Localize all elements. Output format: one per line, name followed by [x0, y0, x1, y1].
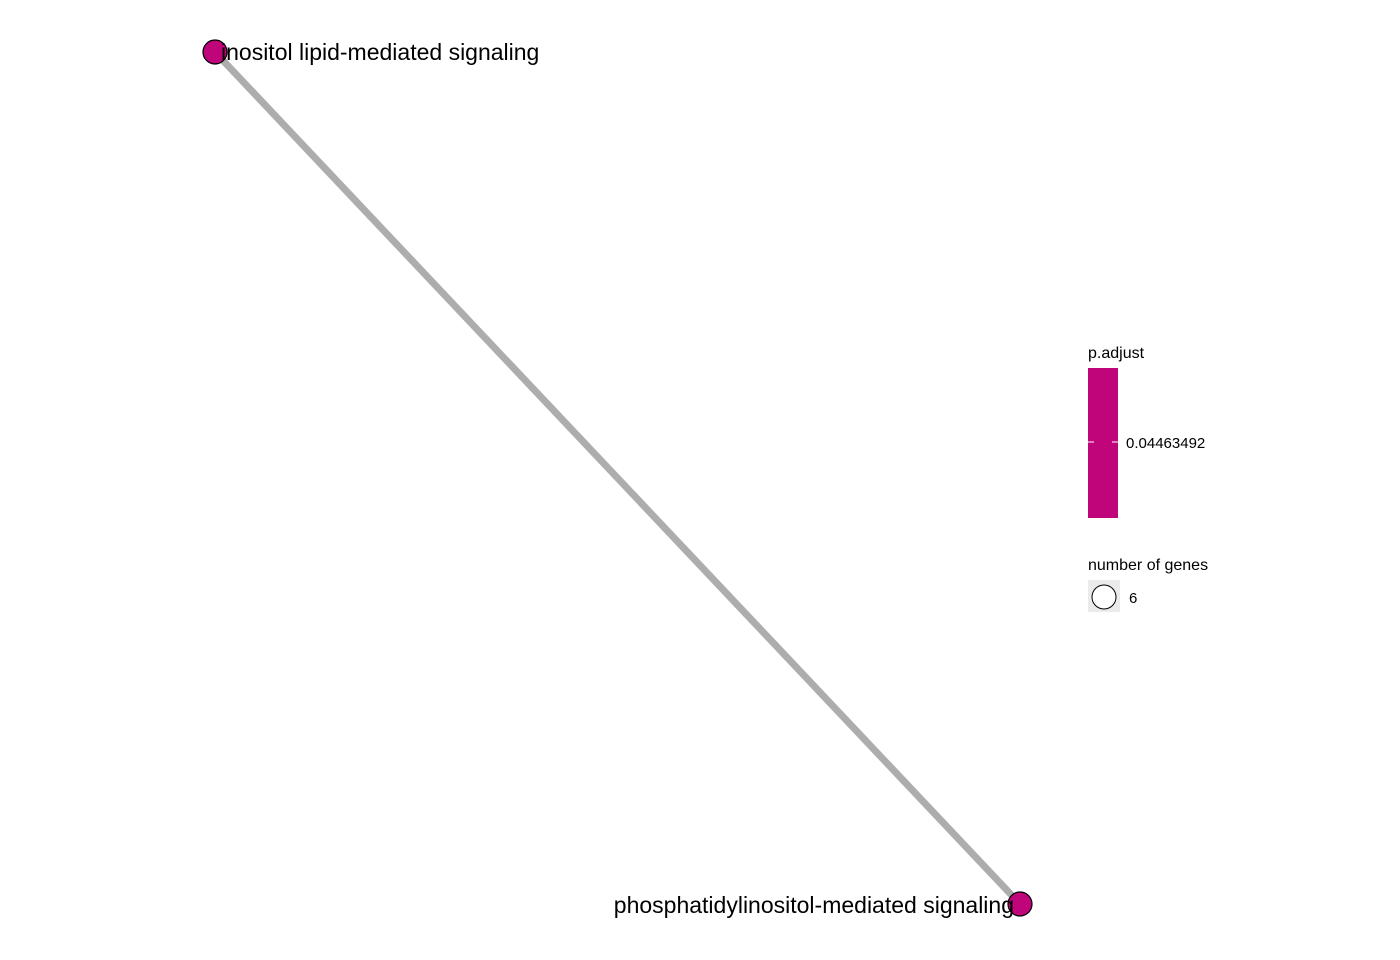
size-legend-title: number of genes — [1088, 557, 1208, 574]
color-legend: p.adjust 0.04463492 — [1088, 345, 1205, 518]
node-marker — [1007, 891, 1033, 917]
colorbar-tick-label: 0.04463492 — [1126, 435, 1205, 452]
node-phosphatidylinositol-mediated-signaling: phosphatidylinositol-mediated signaling — [614, 891, 1033, 918]
size-legend: number of genes 6 — [1088, 557, 1208, 612]
colorbar — [1088, 368, 1118, 518]
node-label: inositol lipid-mediated signaling — [221, 39, 539, 65]
node-inositol-lipid-mediated-signaling: inositol lipid-mediated signaling — [202, 39, 539, 65]
node-label: phosphatidylinositol-mediated signaling — [614, 892, 1014, 918]
color-legend-title: p.adjust — [1088, 345, 1145, 362]
node-marker — [202, 39, 228, 65]
size-key-label: 6 — [1129, 590, 1137, 607]
size-key-circle — [1091, 584, 1117, 610]
edge-inositol-to-phosphatidylinositol — [212, 49, 1023, 907]
